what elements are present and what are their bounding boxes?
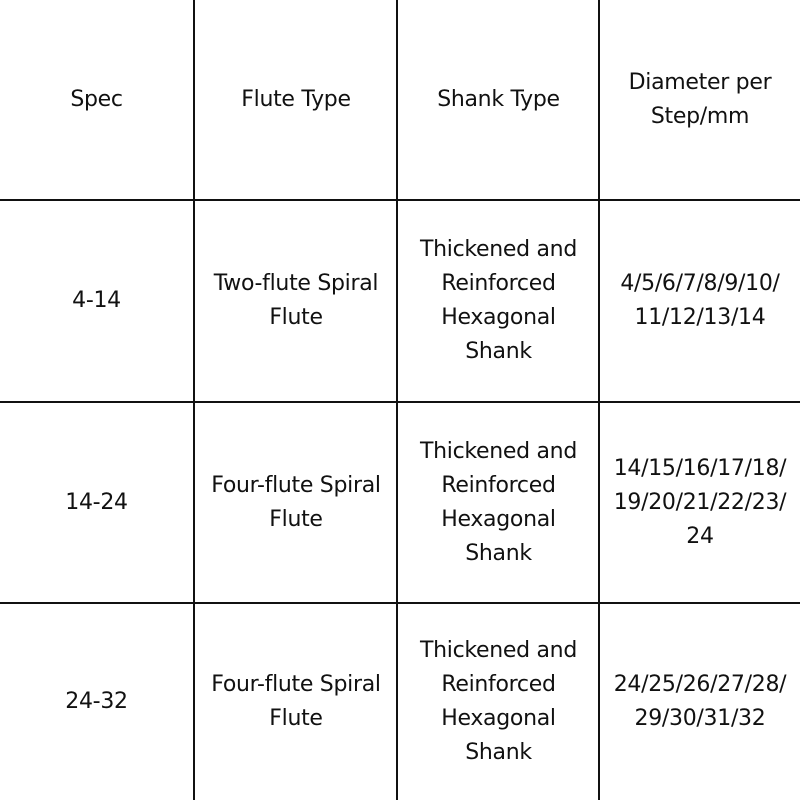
column-divider	[193, 0, 195, 800]
header-diameter-per-step: Diameter per Step/mm	[628, 69, 772, 129]
cell-shank-type: Thickened and Reinforced Hexagonal Shank	[419, 438, 577, 566]
header-shank-type: Shank Type	[437, 86, 560, 112]
row-divider	[0, 602, 800, 604]
cell-shank-type: Thickened and Reinforced Hexagonal Shank	[419, 237, 577, 364]
column-divider	[598, 0, 600, 800]
cell-flute-type: Two-flute Spiral Flute	[213, 271, 379, 330]
cell-diameters: 4/5/6/7/8/9/10/ 11/12/13/14	[620, 271, 780, 330]
cell-spec: 4-14	[72, 288, 121, 313]
cell-shank-type: Thickened and Reinforced Hexagonal Shank	[419, 638, 577, 765]
cell-spec: 14-24	[65, 489, 128, 515]
cell-diameters: 14/15/16/17/18/ 19/20/21/22/23/ 24	[613, 455, 787, 549]
cell-flute-type: Four-flute Spiral Flute	[211, 672, 381, 731]
header-flute-type: Flute Type	[241, 86, 351, 112]
cell-spec: 24-32	[65, 689, 128, 714]
column-divider	[396, 0, 398, 800]
cell-diameters: 24/25/26/27/28/ 29/30/31/32	[613, 672, 787, 731]
row-divider	[0, 199, 800, 201]
cell-flute-type: Four-flute Spiral Flute	[211, 472, 381, 532]
header-spec: Spec	[70, 86, 123, 112]
row-divider	[0, 401, 800, 403]
